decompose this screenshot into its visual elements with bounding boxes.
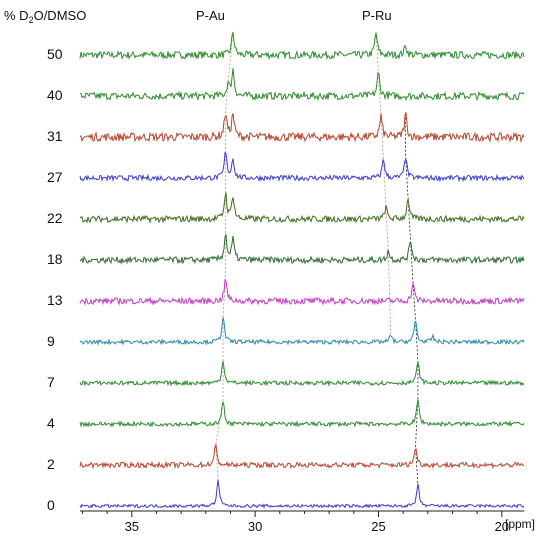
spectrum-line-31 <box>79 112 525 144</box>
spectrum-line-4 <box>79 399 525 428</box>
row-label-7: 7 <box>47 374 55 390</box>
row-label-13: 13 <box>47 292 63 308</box>
row-label-0: 0 <box>47 497 55 513</box>
spectrum-line-2 <box>79 443 525 470</box>
tick-label-35: 35 <box>125 519 139 534</box>
tick-label-20: 20 <box>495 519 509 534</box>
row-label-27: 27 <box>47 169 63 185</box>
row-label-40: 40 <box>47 87 63 103</box>
row-label-4: 4 <box>47 415 55 431</box>
tick-label-25: 25 <box>371 519 385 534</box>
spectrum-line-40 <box>79 68 525 102</box>
x-axis-unit: [ppm] <box>505 517 535 531</box>
row-label-50: 50 <box>47 46 63 62</box>
tick-label-30: 30 <box>248 519 262 534</box>
spectrum-line-7 <box>79 361 525 387</box>
row-label-31: 31 <box>47 128 63 144</box>
spectrum-line-18 <box>79 234 525 265</box>
spectrum-line-0 <box>79 479 525 509</box>
peak-label-p-ru: P-Ru <box>362 8 392 23</box>
row-label-22: 22 <box>47 210 63 226</box>
row-label-2: 2 <box>47 456 55 472</box>
spectra-rows: 50 40 31 27 22 18 13 9 7 4 2 0 <box>47 32 525 513</box>
spectrum-line-13 <box>79 278 525 307</box>
row-label-9: 9 <box>47 333 55 349</box>
guide-p-ru-lower <box>405 113 419 486</box>
guide-p-ru-upper <box>375 32 392 336</box>
spectrum-line-50 <box>79 32 525 60</box>
spectrum-line-9 <box>79 317 525 346</box>
spectrum-line-27 <box>79 151 525 183</box>
x-axis: 35 30 25 20 <box>80 510 524 534</box>
spectrum-line-22 <box>79 192 525 224</box>
peak-label-p-au: P-Au <box>196 8 225 23</box>
row-label-18: 18 <box>47 251 63 267</box>
legend-header: % D2O/DMSO <box>4 8 86 25</box>
